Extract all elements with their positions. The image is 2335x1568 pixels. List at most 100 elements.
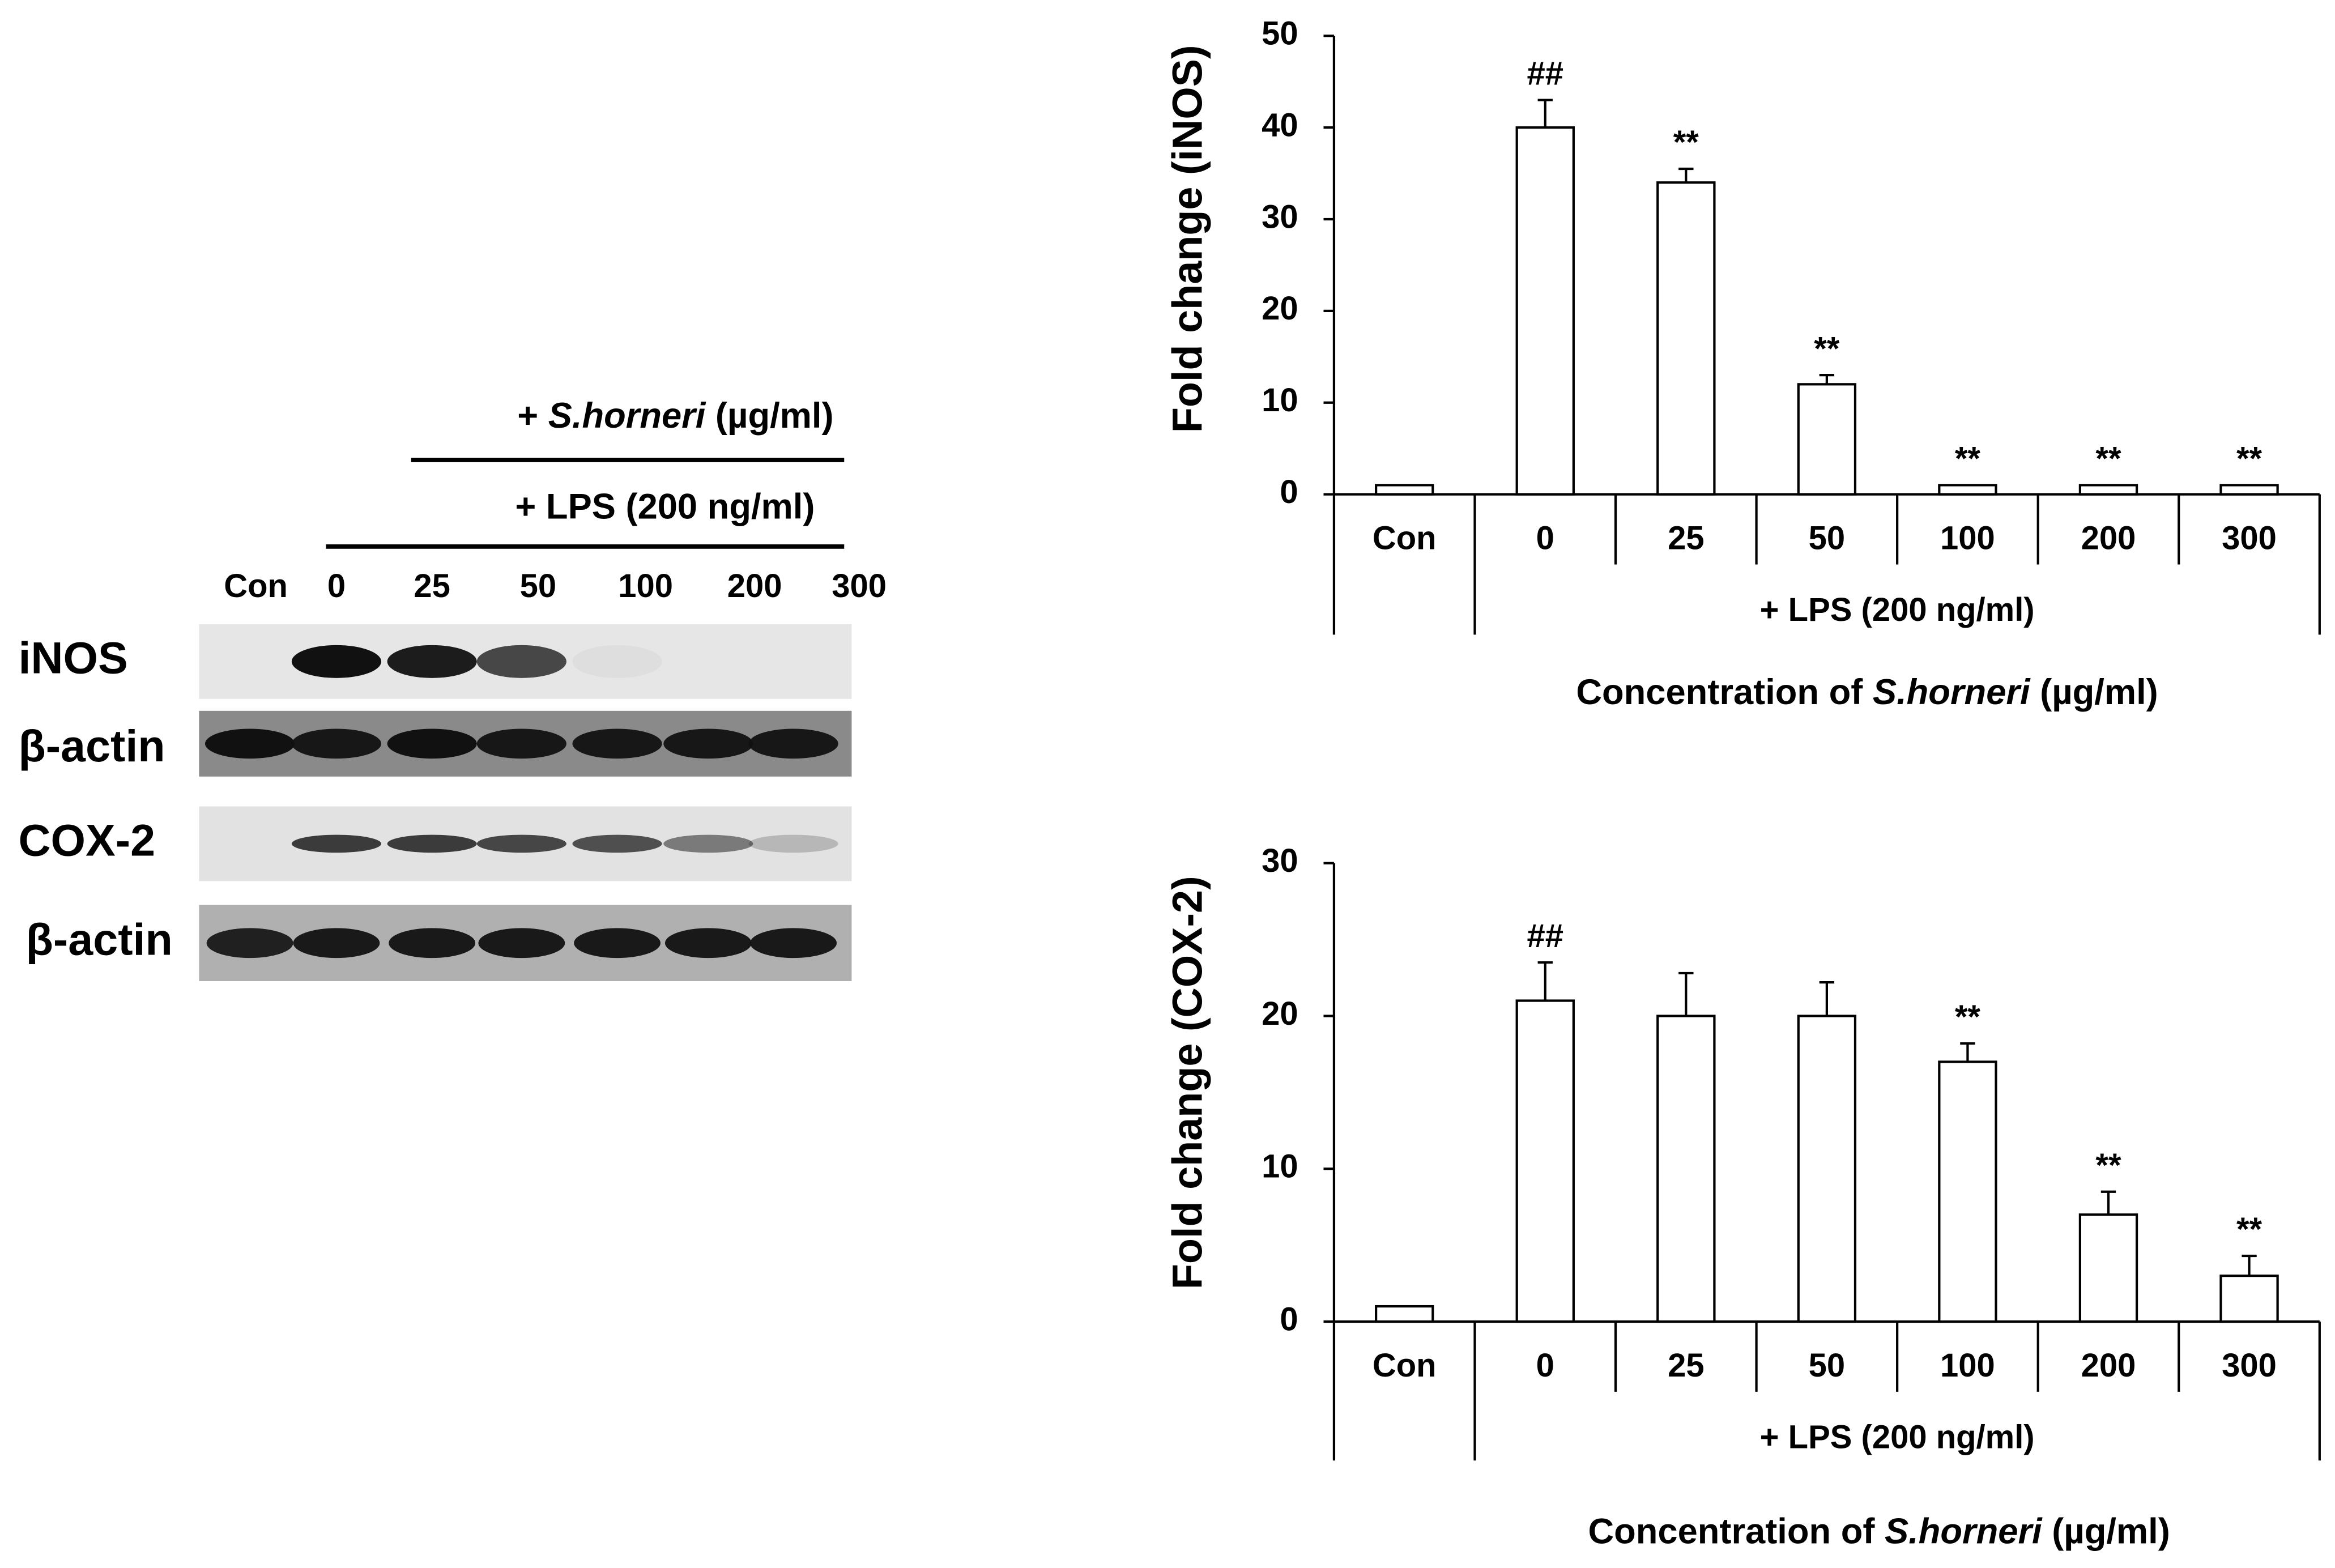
error-bar <box>1537 99 1553 128</box>
y-tick-label: 50 <box>1262 16 1298 52</box>
significance-label: ** <box>2236 441 2262 478</box>
x-axis-label-part: S.horneri <box>1873 672 2031 712</box>
lane-label: 300 <box>832 568 887 604</box>
x-tick-label: 100 <box>1940 1348 1995 1384</box>
bar <box>2219 1274 2279 1323</box>
bar <box>1797 383 1857 496</box>
row-label: iNOS <box>18 633 127 683</box>
x-axis-label: Concentration of S.horneri (µg/ml) <box>1576 672 2158 712</box>
y-axis-label: Fold change (iNOS) <box>1164 45 1211 433</box>
y-tick-label: 30 <box>1262 843 1298 879</box>
error-bar <box>1819 981 1835 1016</box>
blot-band <box>387 728 477 759</box>
blot-band <box>476 645 566 678</box>
x-axis-label-part: Concentration of <box>1576 672 1873 712</box>
blot-band <box>748 728 838 759</box>
text: S.horneri <box>548 396 706 436</box>
lane-label: 50 <box>520 568 557 604</box>
y-tick-label: 10 <box>1262 1149 1298 1185</box>
x-tick-label: 50 <box>1809 521 1846 557</box>
bar-chart: 0 10 20 30 Fold change (COX-2) Con 0 ## 25 50 100 *… <box>1164 843 2321 1551</box>
text: (µg/ml) <box>705 396 833 436</box>
blot-band <box>574 928 661 958</box>
blot-band <box>206 928 293 958</box>
significance-label: ** <box>2236 1212 2262 1248</box>
x-tick-label: 0 <box>1536 1348 1554 1384</box>
row-label: COX-2 <box>18 815 155 865</box>
blot-band <box>572 645 662 678</box>
blot-band <box>748 834 838 853</box>
error-bar <box>1537 961 1553 1001</box>
blot-band <box>291 834 382 853</box>
x-tick-label: 25 <box>1668 1348 1705 1384</box>
x-axis-label-part: (µg/ml) <box>2030 672 2158 712</box>
lane-label: 100 <box>618 568 673 604</box>
lane-label: 25 <box>414 568 450 604</box>
bar <box>2078 484 2138 496</box>
x-tick-label: 50 <box>1809 1348 1846 1384</box>
x-tick-label: 25 <box>1668 521 1705 557</box>
y-tick-label: 10 <box>1262 382 1298 419</box>
blot-band <box>476 728 566 759</box>
blot-band <box>478 928 565 958</box>
bar <box>1515 999 1575 1323</box>
significance-label: ** <box>1673 125 1699 161</box>
blot-band <box>663 728 753 759</box>
western-blot: + S.horneri (µg/ml) + LPS (200 ng/ml) <box>326 396 845 549</box>
y-tick-label: 20 <box>1262 996 1298 1032</box>
blot-band <box>387 645 477 678</box>
blot-band <box>291 728 382 759</box>
blot-band <box>293 928 380 958</box>
blot-band <box>572 728 662 759</box>
blot-band <box>750 928 837 958</box>
error-bar <box>2100 1190 2116 1215</box>
x-tick-label: 100 <box>1940 521 1995 557</box>
group-label: + LPS (200 ng/ml) <box>1760 1420 2035 1456</box>
significance-label: ** <box>2095 441 2121 478</box>
blot-band <box>572 834 662 853</box>
bar <box>1656 1015 1716 1323</box>
error-bar <box>1819 374 1835 385</box>
x-axis-label: Concentration of S.horneri (µg/ml) <box>1588 1511 2170 1551</box>
bar <box>1938 1060 1997 1323</box>
bar <box>1375 1305 1434 1323</box>
y-tick-label: 0 <box>1280 474 1298 510</box>
significance-label: ## <box>1527 918 1564 955</box>
blot-band <box>663 834 753 853</box>
x-axis-label-part: (µg/ml) <box>2042 1511 2170 1551</box>
bar-chart: 0 10 20 30 40 50 Fold change (iNOS) Con 0 ## 25 ** 5… <box>1164 16 2321 712</box>
error-bar <box>2242 1254 2257 1276</box>
significance-label: ** <box>2095 1148 2121 1184</box>
blot-band <box>291 645 382 678</box>
y-axis-label: Fold change (COX-2) <box>1164 876 1211 1289</box>
bar <box>1938 484 1997 496</box>
group-label: + LPS (200 ng/ml) <box>1760 592 2035 628</box>
bar <box>2078 1213 2138 1323</box>
text: + <box>517 396 548 436</box>
row-label: β-actin <box>26 914 173 965</box>
blot-band <box>204 728 295 759</box>
x-tick-label: 200 <box>2081 521 2136 557</box>
blot-header: + LPS (200 ng/ml) <box>515 487 815 527</box>
blot-band <box>389 928 476 958</box>
significance-label: ** <box>1955 999 1981 1036</box>
error-bar <box>1678 972 1694 1016</box>
y-tick-label: 0 <box>1280 1301 1298 1337</box>
bar <box>1515 126 1575 496</box>
lane-label: 200 <box>727 568 782 604</box>
y-tick-label: 30 <box>1262 199 1298 235</box>
lane-label: Con <box>224 568 288 604</box>
x-tick-label: 300 <box>2222 521 2277 557</box>
y-tick-label: 20 <box>1262 291 1298 327</box>
lane-label: 0 <box>327 568 346 604</box>
significance-label: ## <box>1527 56 1564 92</box>
blot-band <box>664 928 752 958</box>
x-tick-label: Con <box>1373 1348 1437 1384</box>
x-tick-label: 300 <box>2222 1348 2277 1384</box>
y-tick-label: 40 <box>1262 107 1298 143</box>
x-axis-label-part: S.horneri <box>1885 1511 2043 1551</box>
bar <box>1375 484 1434 496</box>
row-label: β-actin <box>18 721 165 771</box>
significance-label: ** <box>1814 331 1840 367</box>
